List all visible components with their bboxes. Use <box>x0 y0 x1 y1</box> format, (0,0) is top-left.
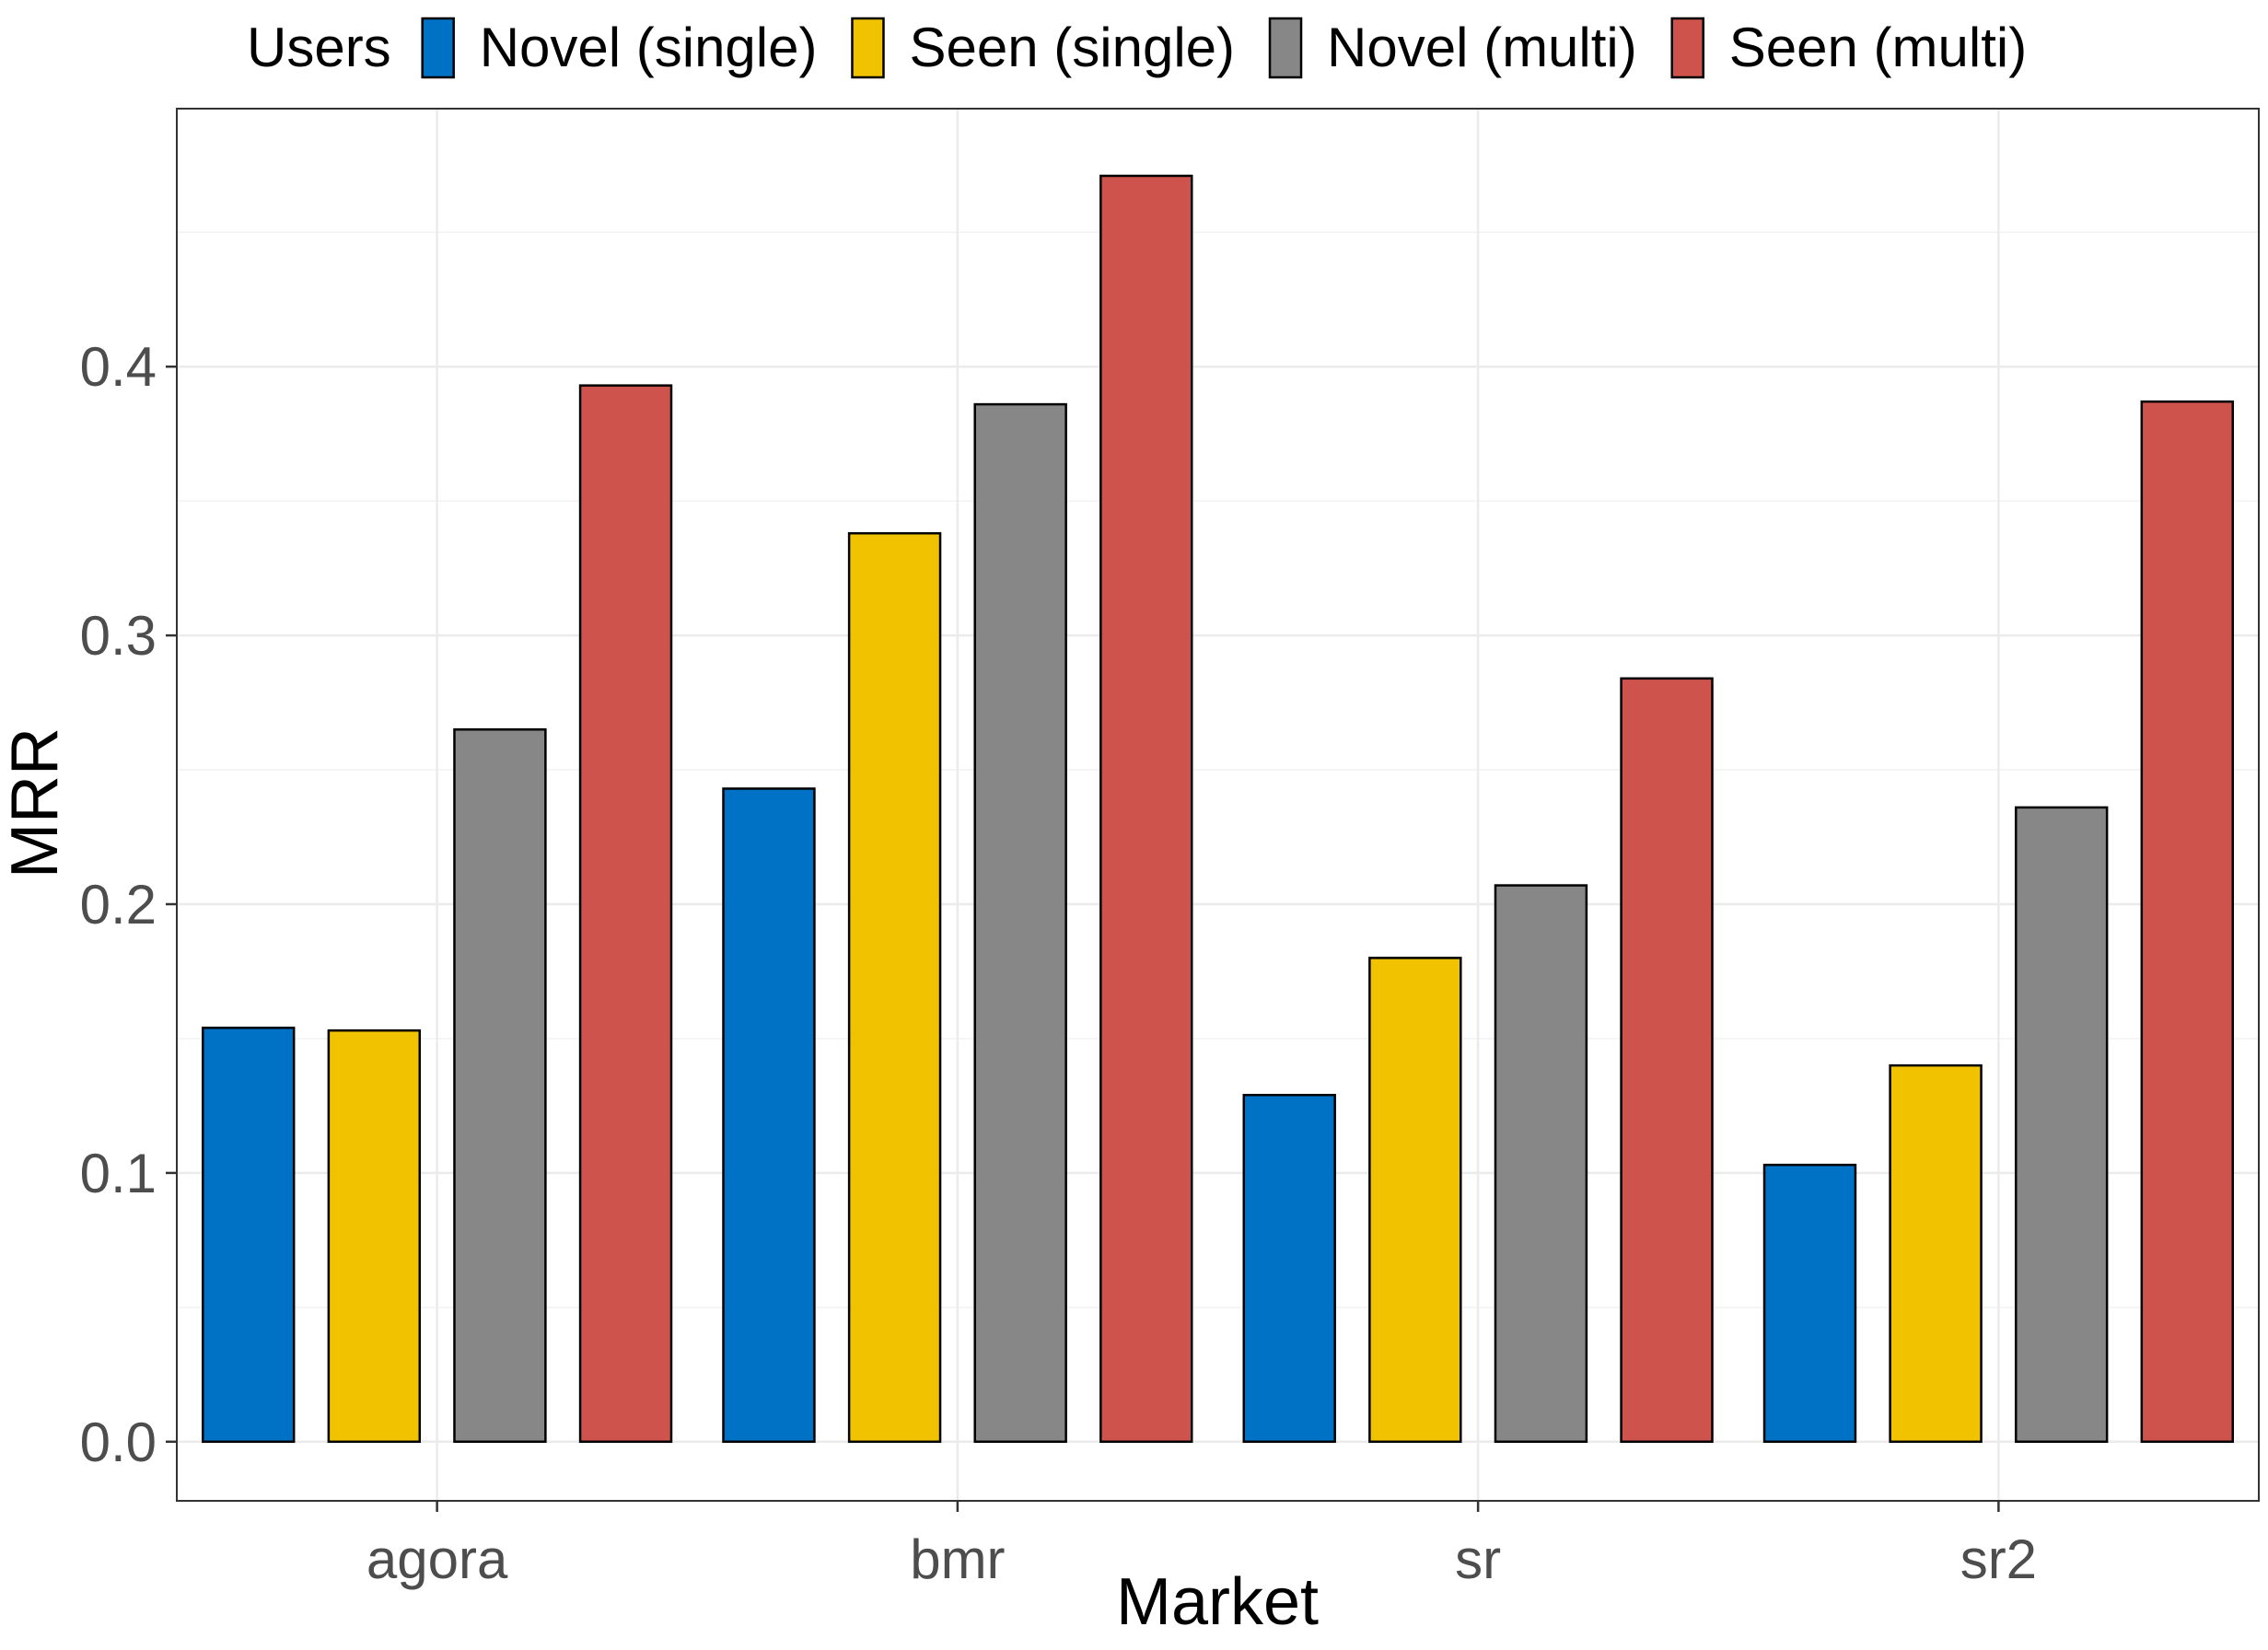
legend-title: Users <box>247 17 391 78</box>
bar-bmr-novel-single <box>722 787 816 1444</box>
y-tick-label: 0.2 <box>80 874 157 935</box>
legend-key-novel-single <box>421 17 455 79</box>
bar-bmr-seen-single <box>847 531 942 1444</box>
legend-label-seen-multi: Seen (multi) <box>1729 17 2027 78</box>
x-tick-label-sr2: sr2 <box>1960 1528 2037 1590</box>
y-tick-label: 0.0 <box>80 1412 157 1473</box>
y-tick-label: 0.1 <box>80 1143 157 1204</box>
bar-agora-seen-single <box>327 1028 422 1444</box>
bar-sr2-seen-multi <box>2140 400 2234 1444</box>
bar-sr-seen-multi <box>1620 677 1714 1444</box>
y-axis-title: MRR <box>0 727 72 878</box>
bar-bmr-novel-multi <box>973 402 1067 1444</box>
x-tick-label-agora: agora <box>366 1528 508 1590</box>
bar-sr-novel-multi <box>1494 884 1588 1444</box>
bar-agora-seen-multi <box>578 384 673 1444</box>
legend-label-novel-multi: Novel (multi) <box>1327 17 1637 78</box>
y-tick-label: 0.4 <box>80 336 157 398</box>
legend-key-seen-multi <box>1670 17 1704 79</box>
plot-border <box>176 108 2260 1502</box>
bar-sr2-seen-single <box>1889 1063 1983 1444</box>
legend-label-seen-single: Seen (single) <box>909 17 1235 78</box>
legend: Users Novel (single) Seen (single) Novel (… <box>247 17 2027 79</box>
legend-key-novel-multi <box>1268 17 1303 79</box>
x-tick-label-sr: sr <box>1455 1528 1501 1590</box>
bar-sr2-novel-multi <box>2014 806 2109 1444</box>
x-tick-label-bmr: bmr <box>910 1528 1005 1590</box>
bar-sr2-novel-single <box>1762 1163 1857 1444</box>
bar-sr-novel-single <box>1242 1093 1336 1444</box>
legend-key-seen-single <box>851 17 885 79</box>
bar-agora-novel-single <box>202 1027 296 1444</box>
bar-bmr-seen-multi <box>1099 174 1193 1444</box>
bar-agora-novel-multi <box>453 728 547 1444</box>
y-tick-label: 0.3 <box>80 605 157 667</box>
bar-sr-seen-single <box>1368 957 1462 1444</box>
x-axis-title: Market <box>1116 1565 1319 1639</box>
legend-label-novel-single: Novel (single) <box>480 17 818 78</box>
